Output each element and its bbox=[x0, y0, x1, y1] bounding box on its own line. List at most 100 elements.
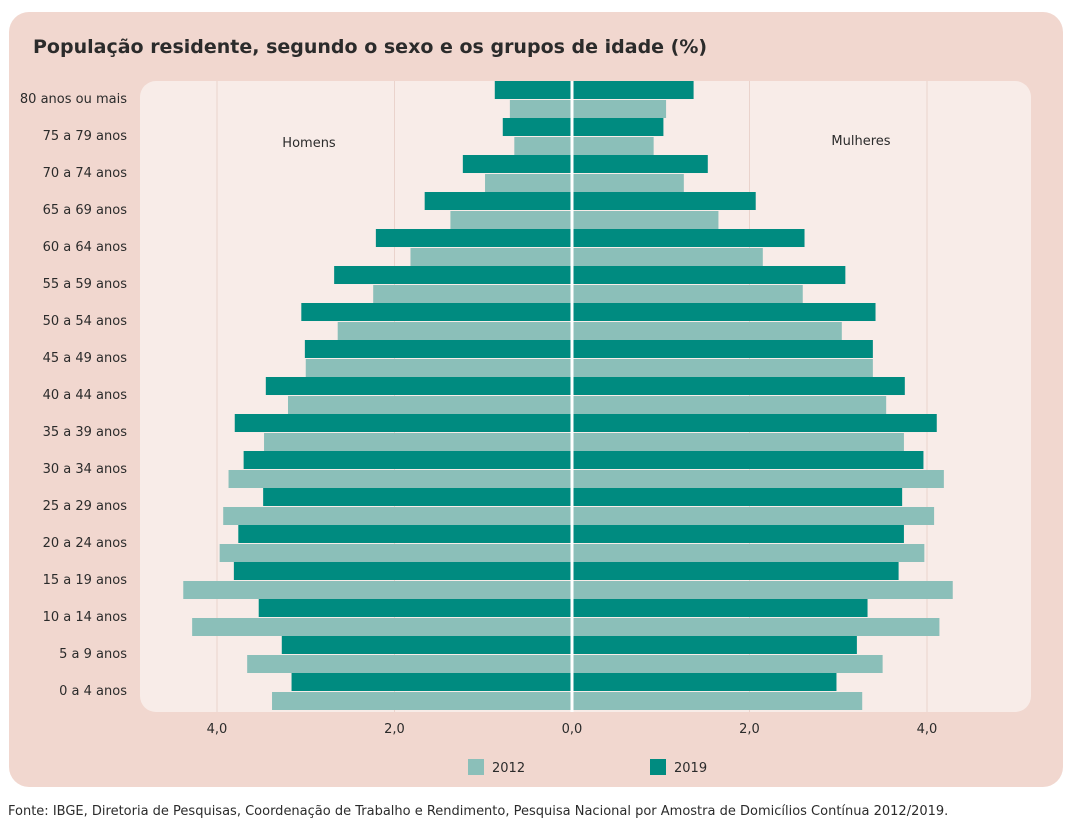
bar-2012-homens bbox=[192, 618, 572, 636]
bar-2012-homens bbox=[305, 359, 572, 377]
bar-2012-homens bbox=[247, 655, 573, 673]
bar-2019-mulheres bbox=[572, 155, 708, 173]
category-label: 35 a 39 anos bbox=[43, 425, 128, 440]
bar-2012-mulheres bbox=[572, 359, 873, 377]
x-tick-label: 2,0 bbox=[739, 722, 760, 737]
bar-2019-homens bbox=[263, 488, 572, 506]
bar-2012-homens bbox=[183, 581, 572, 599]
bar-2019-homens bbox=[291, 673, 572, 691]
bar-2012-homens bbox=[450, 211, 572, 229]
population-pyramid-chart: 80 anos ou mais 75 a 79 anos 70 a 74 anos 6… bbox=[20, 81, 1031, 776]
bar-2012-mulheres bbox=[572, 618, 940, 636]
bar-2012-mulheres bbox=[572, 322, 842, 340]
bar-2012-mulheres bbox=[572, 692, 863, 710]
legend-swatch-2012 bbox=[468, 759, 484, 775]
bar-2019-homens bbox=[424, 192, 572, 210]
bar-2012-homens bbox=[410, 248, 572, 266]
bar-2012-mulheres bbox=[572, 285, 803, 303]
bar-2012-mulheres bbox=[572, 507, 935, 525]
category-label: 45 a 49 anos bbox=[43, 351, 128, 366]
bar-2012-mulheres bbox=[572, 544, 925, 562]
bar-2019-mulheres bbox=[572, 229, 805, 247]
bar-2012-mulheres bbox=[572, 470, 944, 488]
category-label: 10 a 14 anos bbox=[43, 610, 128, 625]
bar-2019-homens bbox=[375, 229, 572, 247]
bar-2019-homens bbox=[281, 636, 572, 654]
chart-title: População residente, segundo o sexo e os… bbox=[33, 36, 708, 58]
bar-2012-mulheres bbox=[572, 248, 763, 266]
bar-2012-mulheres bbox=[572, 174, 684, 192]
legend-label-2012: 2012 bbox=[492, 761, 525, 776]
category-label: 40 a 44 anos bbox=[43, 388, 128, 403]
bar-2019-homens bbox=[234, 414, 572, 432]
legend-swatch-2019 bbox=[650, 759, 666, 775]
bar-2019-homens bbox=[304, 340, 572, 358]
bar-2019-mulheres bbox=[572, 303, 876, 321]
bar-2019-mulheres bbox=[572, 562, 899, 580]
bar-2012-homens bbox=[272, 692, 572, 710]
bar-2019-mulheres bbox=[572, 414, 937, 432]
bar-2019-homens bbox=[265, 377, 572, 395]
group-label-mulheres: Mulheres bbox=[831, 134, 890, 149]
bar-2012-mulheres bbox=[572, 211, 719, 229]
x-tick-label: 4,0 bbox=[917, 722, 938, 737]
bar-2019-mulheres bbox=[572, 525, 904, 543]
bar-2019-homens bbox=[334, 266, 572, 284]
category-label: 5 a 9 anos bbox=[59, 647, 127, 662]
category-labels: 80 anos ou mais 75 a 79 anos 70 a 74 anos 6… bbox=[20, 92, 127, 699]
bar-2019-mulheres bbox=[572, 636, 857, 654]
bar-2012-mulheres bbox=[572, 433, 904, 451]
bar-2019-mulheres bbox=[572, 192, 756, 210]
bar-2012-homens bbox=[219, 544, 572, 562]
bar-2012-homens bbox=[288, 396, 572, 414]
bar-2012-homens bbox=[264, 433, 572, 451]
category-label: 65 a 69 anos bbox=[43, 203, 128, 218]
bar-2012-mulheres bbox=[572, 137, 654, 155]
group-label-homens: Homens bbox=[282, 136, 336, 151]
bar-2012-homens bbox=[223, 507, 572, 525]
category-label: 25 a 29 anos bbox=[43, 499, 128, 514]
bar-2012-homens bbox=[337, 322, 572, 340]
x-tick-labels: 4,0 2,0 0,0 2,0 4,0 bbox=[207, 722, 938, 737]
bar-2019-mulheres bbox=[572, 599, 868, 617]
category-label: 15 a 19 anos bbox=[43, 573, 128, 588]
bar-2019-homens bbox=[243, 451, 572, 469]
bar-2019-homens bbox=[502, 118, 572, 136]
bar-2012-mulheres bbox=[572, 100, 667, 118]
bar-2019-mulheres bbox=[572, 673, 837, 691]
bar-2012-mulheres bbox=[572, 581, 953, 599]
category-label: 55 a 59 anos bbox=[43, 277, 128, 292]
bar-2019-mulheres bbox=[572, 340, 873, 358]
bar-2012-homens bbox=[514, 137, 572, 155]
category-label: 75 a 79 anos bbox=[43, 129, 128, 144]
bar-2019-mulheres bbox=[572, 81, 694, 99]
bar-2019-mulheres bbox=[572, 377, 905, 395]
category-label: 80 anos ou mais bbox=[20, 92, 127, 107]
x-tick-label: 4,0 bbox=[207, 722, 228, 737]
legend: 2012 2019 bbox=[468, 759, 707, 776]
bar-2019-homens bbox=[301, 303, 572, 321]
bar-2012-homens bbox=[485, 174, 572, 192]
bar-2012-homens bbox=[228, 470, 572, 488]
legend-label-2019: 2019 bbox=[674, 761, 707, 776]
bar-2019-mulheres bbox=[572, 451, 924, 469]
category-label: 60 a 64 anos bbox=[43, 240, 128, 255]
category-label: 0 a 4 anos bbox=[59, 684, 127, 699]
bar-2019-homens bbox=[238, 525, 573, 543]
category-label: 50 a 54 anos bbox=[43, 314, 128, 329]
x-tick-label: 0,0 bbox=[562, 722, 583, 737]
bar-2012-homens bbox=[509, 100, 572, 118]
category-label: 30 a 34 anos bbox=[43, 462, 128, 477]
source-note: Fonte: IBGE, Diretoria de Pesquisas, Coo… bbox=[8, 804, 949, 819]
bar-2019-homens bbox=[258, 599, 572, 617]
bar-2012-mulheres bbox=[572, 655, 883, 673]
bar-2019-mulheres bbox=[572, 266, 846, 284]
bar-2012-mulheres bbox=[572, 396, 887, 414]
bar-2019-homens bbox=[233, 562, 573, 580]
bar-2019-homens bbox=[494, 81, 572, 99]
category-label: 70 a 74 anos bbox=[43, 166, 128, 181]
bar-2019-mulheres bbox=[572, 118, 664, 136]
bar-2012-homens bbox=[373, 285, 572, 303]
x-tick-label: 2,0 bbox=[384, 722, 405, 737]
bar-2019-mulheres bbox=[572, 488, 903, 506]
